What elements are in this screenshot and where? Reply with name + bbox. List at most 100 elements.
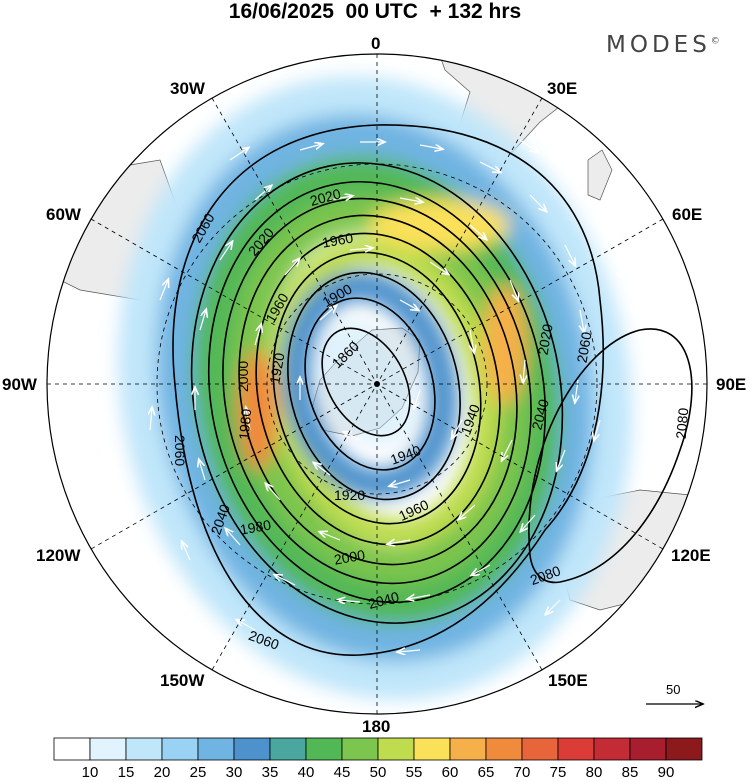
meridian-label-30w: 30W (170, 79, 205, 98)
contour-label: 2000 (235, 361, 251, 392)
wind-arrow (159, 280, 168, 301)
contour-2000 (222, 197, 532, 585)
wind-arrow (429, 261, 448, 274)
meridian-label-90e: 90E (716, 375, 747, 394)
contour-label: 2020 (308, 185, 342, 209)
colorbar-tick-label: 15 (117, 764, 135, 781)
wind-arrow (320, 532, 341, 541)
contour-2020 (207, 180, 547, 604)
contours (172, 124, 693, 656)
colorbar-tick-label: 90 (657, 764, 675, 781)
wind-arrow (344, 432, 361, 441)
wind-arrow (459, 504, 476, 519)
wind-arrow (580, 309, 584, 332)
wind-arrow (519, 139, 538, 152)
copyright-mark: © (710, 36, 720, 47)
contour-1860 (321, 327, 411, 437)
wind-arrow (329, 196, 352, 200)
contour-1900 (304, 297, 436, 471)
contour-label: 2060 (574, 330, 595, 364)
colorbar-swatch (53, 737, 91, 761)
colorbar-tick-label: 30 (225, 764, 243, 781)
wind-arrow (502, 439, 513, 460)
wind-arrow (314, 463, 331, 476)
colorbar-tick-label: 75 (549, 764, 567, 781)
contour-2060 (172, 124, 605, 656)
contour-label: 1980 (236, 408, 255, 441)
wind-arrow (398, 650, 421, 652)
wind-arrow (229, 148, 248, 161)
colorbar (53, 737, 703, 761)
colorbar-swatch (629, 737, 667, 761)
wind-arrow (470, 329, 474, 352)
contour-label: 2060 (172, 435, 188, 466)
wind-arrow (452, 419, 463, 438)
colorbar-tick-label: 35 (261, 764, 279, 781)
wind-speed-shading (118, 76, 632, 700)
wind-arrow (219, 242, 232, 261)
wind-arrow (399, 299, 418, 310)
colorbar-swatch (269, 737, 307, 761)
colorbar-tick-label: 20 (153, 764, 171, 781)
colorbar-tick-label: 60 (441, 764, 459, 781)
wind-vectors (150, 140, 623, 652)
colorbar-tick-label: 40 (297, 764, 315, 781)
meridian-label-120w: 120W (36, 546, 81, 565)
wind-arrow (523, 359, 525, 382)
wind-arrow (614, 259, 623, 278)
contour-label: 2040 (366, 588, 400, 612)
wind-arrow (246, 408, 250, 431)
map-title: 16/06/2025 00 UTC + 132 hrs (228, 0, 522, 23)
wind-arrow (254, 325, 261, 346)
wind-arrow (408, 595, 431, 599)
wind-arrow (254, 186, 271, 201)
madagascar-land (587, 149, 613, 201)
modes-logo: MODES© (606, 32, 720, 58)
latitude-circle (156, 163, 598, 605)
contour-label: 2080 (673, 407, 692, 440)
contour-label: 1920 (266, 351, 287, 385)
wind-arrow (199, 460, 206, 481)
wind-arrow (594, 419, 601, 440)
colorbar-swatch (197, 737, 235, 761)
contour-1940 (272, 251, 482, 525)
wind-scale-label: 50 (666, 682, 681, 697)
colorbar-swatch (305, 737, 343, 761)
colorbar-swatch (89, 737, 127, 761)
wind-arrow (546, 599, 561, 614)
wind-arrow (237, 620, 256, 631)
meridian-label-180: 180 (362, 717, 391, 736)
wind-arrow (388, 540, 411, 544)
wind-arrow (338, 600, 361, 602)
meridian-label-0: 0 (371, 34, 381, 53)
colorbar-swatch (161, 737, 199, 761)
colorbar-tick-label: 25 (189, 764, 207, 781)
colorbar-tick-label: 50 (369, 764, 387, 781)
colorbar-swatch (377, 737, 415, 761)
colorbar-swatch (233, 737, 271, 761)
meridian-label-150e: 150E (548, 671, 588, 690)
colorbar-tick-label: 45 (333, 764, 351, 781)
colorbar-tick-label: 65 (477, 764, 495, 781)
contour-2040 (190, 162, 564, 624)
meridian-label-60e: 60E (672, 205, 703, 224)
contour-1960 (255, 232, 501, 546)
wind-arrow (399, 198, 422, 202)
colorbar-swatch (593, 737, 631, 761)
map-boundary (46, 53, 708, 715)
wind-arrow (414, 389, 421, 408)
wind-arrow (564, 244, 575, 265)
colorbar-tick-label: 80 (585, 764, 603, 781)
wind-arrow (150, 408, 152, 431)
shade-jet-east (483, 285, 527, 405)
contour-2080 (528, 328, 693, 584)
colorbar-swatch (449, 737, 487, 761)
colorbar-swatch (521, 737, 559, 761)
meridian-label-120e: 120E (671, 546, 711, 565)
colorbar-swatch (485, 737, 523, 761)
colorbar-swatch (413, 737, 451, 761)
contour-label: 2020 (535, 323, 556, 357)
wind-arrow (266, 484, 281, 501)
wind-arrow (509, 279, 518, 300)
shade-40 (193, 156, 561, 624)
